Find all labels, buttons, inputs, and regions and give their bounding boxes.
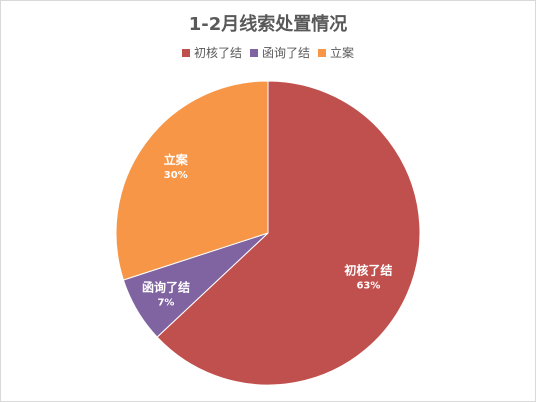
slice-value-1: 7% bbox=[157, 297, 174, 308]
legend-swatch-1 bbox=[249, 48, 258, 57]
slice-label-2: 立案 bbox=[164, 152, 189, 167]
legend-swatch-0 bbox=[181, 48, 190, 57]
slice-value-0: 63% bbox=[356, 280, 380, 291]
legend-item-0: 初核了结 bbox=[181, 44, 242, 61]
slice-label-0: 初核了结 bbox=[344, 262, 392, 277]
pie-slice-0 bbox=[156, 80, 421, 386]
slice-label-1: 函询了结 bbox=[142, 279, 190, 294]
chart-title: 1-2月线索处置情况 bbox=[188, 14, 348, 35]
legend-item-1: 函询了结 bbox=[249, 44, 310, 61]
legend-label-1: 函询了结 bbox=[261, 46, 310, 60]
legend-item-2: 立案 bbox=[318, 44, 354, 61]
legend-swatch-2 bbox=[318, 48, 326, 57]
legend-label-0: 初核了结 bbox=[193, 46, 242, 60]
pie-slice-2 bbox=[115, 80, 269, 281]
slice-value-2: 30% bbox=[164, 170, 188, 181]
legend: 初核了结 函询了结 立案 bbox=[0, 44, 536, 61]
legend-label-2: 立案 bbox=[330, 46, 355, 60]
